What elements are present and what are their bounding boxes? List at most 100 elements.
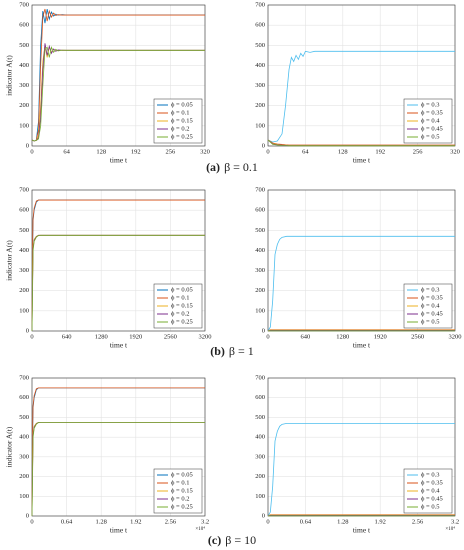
y-tick-label: 100 bbox=[255, 307, 265, 314]
legend-label: ϕ = 0.1 bbox=[171, 479, 189, 486]
x-tick-label: 0 bbox=[30, 333, 33, 340]
caption-label: (c) bbox=[208, 533, 221, 547]
legend-label: ϕ = 0.4 bbox=[421, 117, 440, 124]
legend-label: ϕ = 0.35 bbox=[421, 294, 443, 301]
legend-label: ϕ = 0.05 bbox=[171, 286, 193, 293]
y-tick-label: 700 bbox=[19, 374, 29, 381]
x-tick-label: 2.56 bbox=[165, 518, 177, 525]
y-tick-label: 200 bbox=[255, 102, 265, 109]
y-tick-label: 300 bbox=[19, 82, 29, 89]
y-tick-label: 100 bbox=[19, 307, 29, 314]
y-tick-label: 600 bbox=[255, 207, 265, 214]
y-tick-label: 400 bbox=[19, 434, 29, 441]
caption: (b) β = 1 bbox=[210, 344, 254, 358]
y-tick-label: 0 bbox=[262, 142, 265, 149]
legend-label: ϕ = 0.5 bbox=[421, 318, 439, 325]
legend-label: ϕ = 0.35 bbox=[421, 109, 443, 116]
x-axis-label: time t bbox=[353, 526, 371, 535]
x-tick-label: 64 bbox=[302, 148, 309, 155]
series-line bbox=[267, 235, 455, 332]
y-tick-label: 600 bbox=[19, 394, 29, 401]
y-tick-label: 500 bbox=[19, 227, 29, 234]
legend-label: ϕ = 0.25 bbox=[171, 503, 193, 510]
y-tick-label: 0 bbox=[262, 512, 265, 519]
x-tick-label: 192 bbox=[131, 148, 141, 155]
x-tick-label: 0.64 bbox=[61, 518, 73, 525]
legend-label: ϕ = 0.4 bbox=[421, 487, 440, 494]
series-line bbox=[31, 45, 205, 142]
y-tick-label: 500 bbox=[255, 227, 265, 234]
legend-label: ϕ = 0.1 bbox=[171, 294, 189, 301]
y-tick-label: 0 bbox=[262, 327, 265, 334]
caption: (c) β = 10 bbox=[208, 533, 256, 547]
y-tick-label: 500 bbox=[255, 414, 265, 421]
caption-text: β = 10 bbox=[225, 533, 256, 547]
x-axis-label: time t bbox=[110, 156, 128, 165]
x-multiplier: ×10⁴ bbox=[445, 526, 455, 532]
x-tick-label: 1.92 bbox=[130, 518, 141, 525]
y-tick-label: 600 bbox=[255, 394, 265, 401]
y-tick-label: 200 bbox=[255, 473, 265, 480]
y-tick-label: 100 bbox=[19, 122, 29, 129]
y-tick-label: 500 bbox=[255, 42, 265, 49]
axes-box bbox=[31, 189, 206, 332]
series-line bbox=[31, 234, 205, 332]
y-axis-label: indicator A(t) bbox=[5, 55, 14, 96]
y-tick-label: 400 bbox=[19, 62, 29, 69]
y-tick-label: 700 bbox=[19, 1, 29, 8]
legend-label: ϕ = 0.15 bbox=[171, 487, 193, 494]
y-tick-label: 0 bbox=[26, 512, 29, 519]
legend-label: ϕ = 0.05 bbox=[171, 471, 193, 478]
legend-label: ϕ = 0.2 bbox=[171, 310, 189, 317]
x-tick-label: 2.56 bbox=[412, 518, 424, 525]
x-tick-label: 1.28 bbox=[96, 518, 107, 525]
y-tick-label: 100 bbox=[255, 493, 265, 500]
x-axis-label: time t bbox=[353, 341, 371, 350]
caption-text: β = 1 bbox=[229, 344, 254, 358]
caption-text: β = 0.1 bbox=[224, 160, 258, 174]
x-multiplier: ×10⁴ bbox=[195, 526, 205, 532]
y-tick-label: 700 bbox=[255, 186, 265, 193]
x-tick-label: 0.64 bbox=[300, 518, 312, 525]
legend-label: ϕ = 0.2 bbox=[171, 495, 189, 502]
y-tick-label: 300 bbox=[19, 453, 29, 460]
caption-label: (b) bbox=[210, 344, 225, 358]
legend-label: ϕ = 0.15 bbox=[171, 117, 193, 124]
y-axis-label: indicator A(t) bbox=[5, 426, 14, 467]
y-tick-label: 500 bbox=[19, 42, 29, 49]
x-tick-label: 0 bbox=[30, 518, 33, 525]
legend-label: ϕ = 0.5 bbox=[421, 133, 439, 140]
y-tick-label: 200 bbox=[19, 102, 29, 109]
x-tick-label: 1280 bbox=[95, 333, 108, 340]
y-tick-label: 600 bbox=[19, 22, 29, 29]
x-tick-label: 0 bbox=[266, 518, 269, 525]
x-tick-label: 1920 bbox=[129, 333, 142, 340]
series-line bbox=[31, 199, 205, 332]
legend-label: ϕ = 0.2 bbox=[171, 125, 189, 132]
x-tick-label: 320 bbox=[200, 148, 210, 155]
series-line bbox=[267, 139, 455, 147]
y-tick-label: 200 bbox=[255, 287, 265, 294]
y-axis-label: indicator A(t) bbox=[5, 240, 14, 281]
x-tick-label: 3.2 bbox=[451, 518, 459, 525]
y-tick-label: 400 bbox=[255, 62, 265, 69]
y-tick-label: 500 bbox=[19, 414, 29, 421]
y-tick-label: 300 bbox=[255, 453, 265, 460]
legend-label: ϕ = 0.35 bbox=[421, 479, 443, 486]
x-tick-label: 64 bbox=[63, 148, 70, 155]
caption: (a) β = 0.1 bbox=[206, 160, 258, 174]
y-tick-label: 600 bbox=[19, 207, 29, 214]
y-tick-label: 300 bbox=[255, 267, 265, 274]
legend-label: ϕ = 0.4 bbox=[421, 302, 440, 309]
x-tick-label: 192 bbox=[375, 148, 385, 155]
series-line bbox=[31, 421, 205, 517]
y-tick-label: 400 bbox=[255, 434, 265, 441]
axes-box bbox=[31, 4, 206, 147]
legend-label: ϕ = 0.25 bbox=[171, 133, 193, 140]
series-line bbox=[267, 50, 455, 143]
x-tick-label: 2560 bbox=[164, 333, 177, 340]
x-tick-label: 640 bbox=[301, 333, 311, 340]
x-tick-label: 640 bbox=[62, 333, 72, 340]
x-axis-label: time t bbox=[110, 341, 128, 350]
